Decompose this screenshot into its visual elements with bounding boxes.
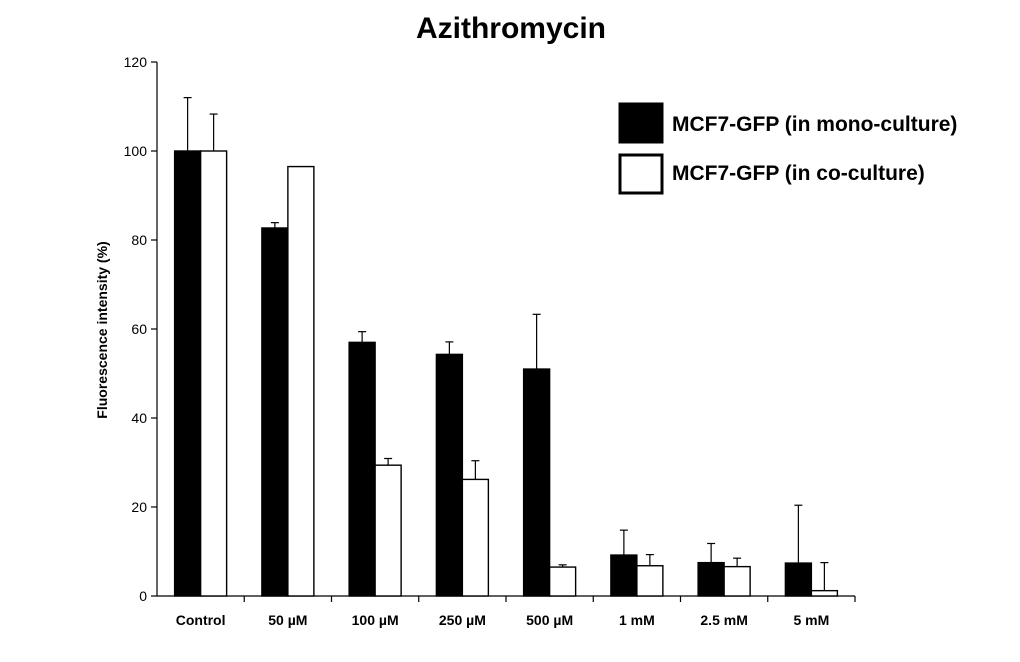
legend-label-mono-culture: MCF7-GFP (in mono-culture): [672, 113, 957, 136]
bar-co-culture: [636, 565, 664, 597]
x-category-label: 500 µM: [526, 612, 573, 628]
y-tick-label: 100: [124, 143, 148, 159]
bar-mono-culture: [522, 368, 551, 597]
x-category-label: 1 mM: [619, 612, 655, 628]
y-tick-label: 120: [124, 54, 148, 70]
bar-mono-culture: [348, 341, 376, 597]
plot-area: 0 20 40 60 80 100 120 Control 50 µM 100 µM 250 µM 5…: [124, 54, 856, 628]
y-tick-label: 40: [131, 410, 147, 426]
legend-swatch-mono-culture: [618, 102, 664, 144]
x-category-label: Control: [176, 612, 226, 628]
chart-title: Azithromycin: [416, 12, 606, 45]
bar-mono-culture: [173, 150, 202, 597]
x-category-label: 50 µM: [268, 612, 307, 628]
y-tick-label: 0: [139, 588, 147, 604]
y-tick-label: 20: [131, 499, 147, 515]
bar-mono-culture: [261, 227, 289, 597]
bar-co-culture: [199, 150, 228, 597]
bar-mono-culture: [784, 562, 813, 597]
legend-label-co-culture: MCF7-GFP (in co-culture): [672, 162, 925, 185]
bar-mono-culture: [697, 561, 725, 597]
bar-co-culture: [723, 565, 751, 597]
bar-mono-culture: [610, 554, 638, 597]
bar-mono-culture: [435, 353, 464, 597]
y-tick-label: 80: [131, 232, 147, 248]
y-axis-label: Fluorescence intensity (%): [94, 241, 110, 418]
bar-co-culture: [461, 478, 490, 597]
bar-co-culture: [374, 464, 402, 597]
bar-co-culture: [287, 165, 315, 597]
legend-swatch-co-culture: [618, 153, 664, 195]
x-category-label: 250 µM: [439, 612, 486, 628]
legend: MCF7-GFP (in mono-culture) MCF7-GFP (in c…: [618, 102, 957, 195]
x-category-label: 5 mM: [793, 612, 829, 628]
x-category-label: 2.5 mM: [700, 612, 747, 628]
bar-co-culture: [810, 589, 839, 597]
bar-co-culture: [548, 566, 577, 597]
y-tick-label: 60: [131, 321, 147, 337]
x-category-label: 100 µM: [352, 612, 399, 628]
